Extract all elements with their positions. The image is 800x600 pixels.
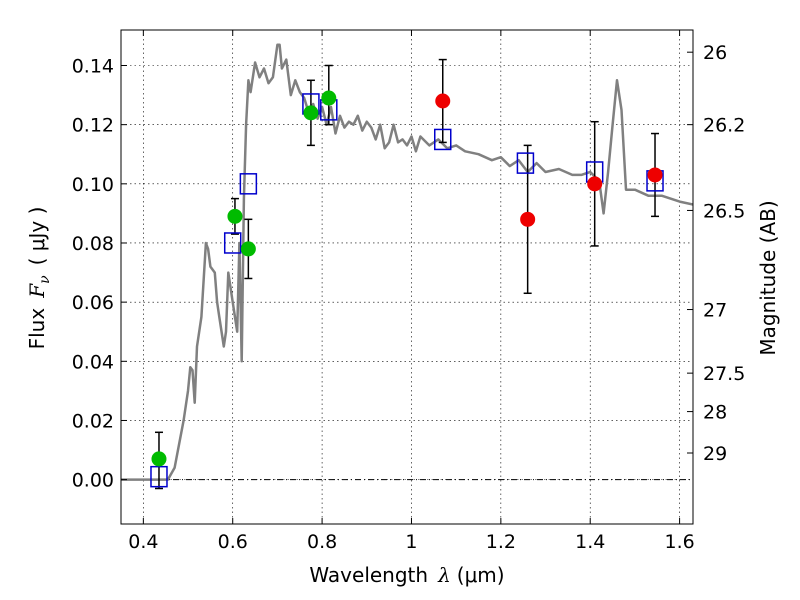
y-tick-label: 0.04 — [72, 351, 114, 373]
magnitude-tick-label: 26 — [703, 42, 727, 64]
magnitude-tick-label: 27 — [703, 300, 727, 322]
magnitude-tick-label: 27.5 — [703, 363, 745, 385]
y-tick-label: 0.02 — [72, 410, 114, 432]
magnitude-tick-label: 26.5 — [703, 200, 745, 222]
y-tick-label: 0.10 — [72, 174, 114, 196]
nir-data-point — [647, 167, 663, 183]
y-tick-label: 0.00 — [72, 470, 114, 492]
model-photometry-square — [223, 232, 242, 254]
x-axis-label: Wavelength λ (μm) — [309, 563, 504, 587]
x-tick-label: 1.4 — [575, 531, 605, 553]
model-photometry-square — [239, 173, 258, 195]
nir-data-point — [520, 211, 536, 227]
magnitude-tick-label: 28 — [703, 402, 727, 424]
model-photometry-square — [434, 128, 452, 151]
y-tick-label: 0.14 — [72, 55, 114, 77]
right-axis-label: Magnitude (AB) — [756, 200, 780, 355]
x-tick-label: 1 — [405, 531, 417, 553]
spectrum-line — [121, 43, 693, 481]
y-tick-label: 0.12 — [72, 115, 114, 137]
optical-data-point — [227, 208, 243, 224]
nir-data-point — [587, 176, 603, 192]
optical-data-point — [240, 241, 256, 257]
nir-data-point — [435, 93, 451, 109]
x-tick-label: 0.8 — [307, 531, 337, 553]
y-tick-label: 0.08 — [72, 233, 114, 255]
y-tick-label: 0.06 — [72, 292, 114, 314]
x-tick-label: 1.2 — [486, 531, 516, 553]
y-axis-label: FluxFν( μJy ) — [25, 207, 53, 350]
x-tick-label: 1.6 — [664, 531, 694, 553]
x-tick-label: 0.6 — [218, 531, 248, 553]
x-tick-label: 0.4 — [128, 531, 158, 553]
optical-data-point — [303, 105, 319, 121]
model-photometry-square — [150, 465, 168, 488]
axis-ticks: 0.4 0.6 0.8 1 1.2 1.4 1.6 0.00 0.02 0.04 0.06 0.08 0… — [72, 30, 745, 553]
model-photometry-square — [516, 152, 535, 174]
magnitude-tick-label: 29 — [703, 443, 727, 465]
optical-data-point — [321, 90, 337, 106]
plot-frame — [120, 29, 694, 525]
plot-area — [121, 43, 693, 490]
optical-data-point — [151, 451, 167, 467]
magnitude-tick-label: 26.2 — [703, 115, 745, 137]
